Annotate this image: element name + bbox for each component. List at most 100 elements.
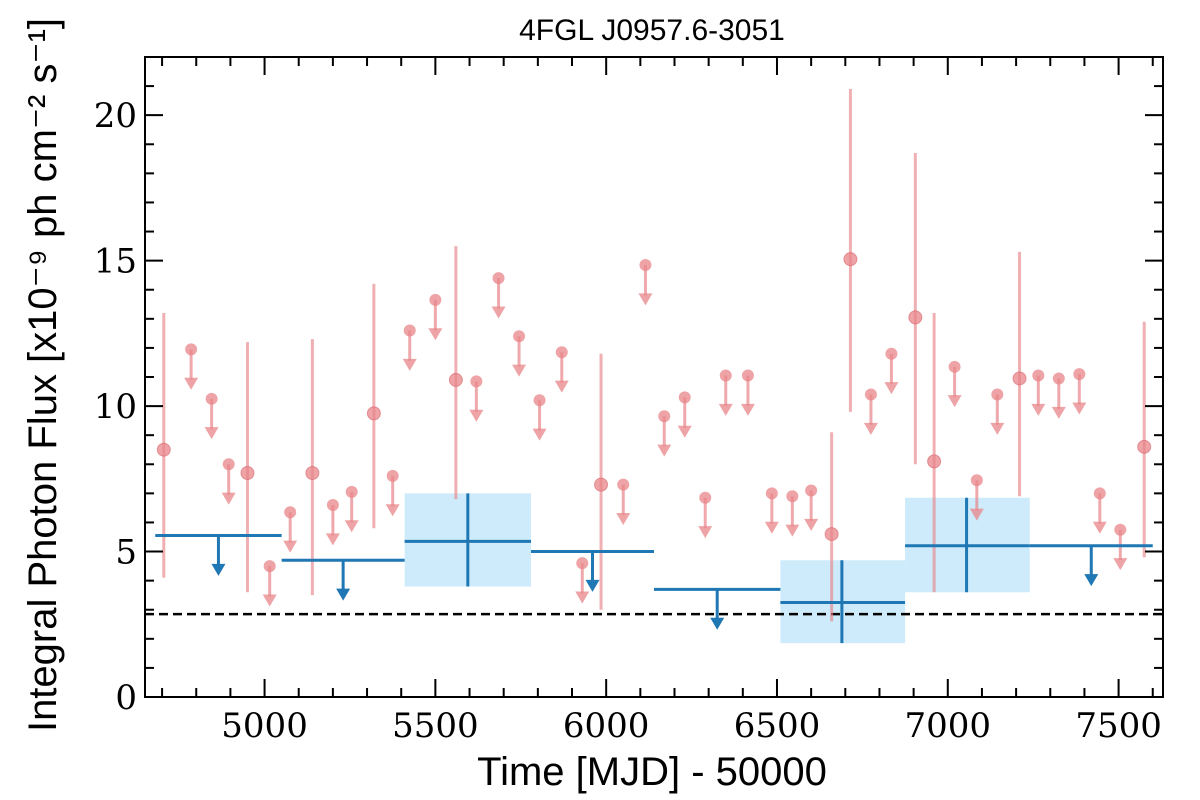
x-tick-label: 6000	[563, 706, 650, 746]
short-bin-point	[843, 252, 858, 267]
short-bin-upper-limit-arrow	[616, 513, 631, 525]
short-bin-upper-limit-marker	[403, 324, 416, 337]
short-bin-upper-limit-marker	[617, 478, 630, 491]
short-bin-upper-limit-arrow	[325, 533, 340, 546]
x-tick-label: 7500	[1075, 706, 1162, 746]
short-bin-upper-limit-arrow	[344, 520, 359, 533]
short-bin-upper-limit-arrow	[469, 409, 484, 422]
short-bin-upper-limit-marker	[658, 410, 671, 423]
short-bin-upper-limit-marker	[991, 388, 1004, 401]
short-bin-upper-limit-marker	[639, 259, 652, 271]
short-bin-upper-limit-arrow	[785, 524, 800, 537]
short-bin-upper-limit-arrow	[677, 425, 692, 438]
short-bin-upper-limit-marker	[284, 506, 297, 519]
long-bin-upper-limit-arrow	[336, 588, 351, 601]
short-bin-upper-limit-marker	[1114, 523, 1127, 536]
y-tick-label: 20	[94, 96, 137, 136]
short-bin-upper-limit-marker	[765, 487, 778, 500]
short-bin-upper-limit-arrow	[764, 521, 779, 534]
short-bin-upper-limit-arrow	[1051, 406, 1066, 419]
short-bin-upper-limit-arrow	[698, 526, 713, 539]
short-bin-upper-limit-marker	[429, 293, 442, 306]
short-bin-upper-limit-marker	[513, 330, 526, 343]
short-bin-point	[594, 477, 609, 492]
short-bin-upper-limit-marker	[326, 499, 339, 511]
short-bin-upper-limit-arrow	[1031, 403, 1046, 416]
short-bin-upper-limit-arrow	[283, 540, 298, 553]
y-axis-title: Integral Photon Flux [x10⁻⁹ ph cm⁻² s⁻¹]	[21, 18, 65, 732]
short-bin-upper-limit-arrow	[385, 504, 400, 517]
short-bin-point	[448, 372, 463, 387]
short-bin-upper-limit-arrow	[491, 306, 506, 319]
short-bin-upper-limit-arrow	[718, 403, 733, 416]
short-bin-upper-limit-marker	[741, 369, 754, 382]
short-bin-upper-limit-arrow	[554, 380, 569, 393]
short-bin-upper-limit-arrow	[990, 422, 1005, 435]
long-bin-upper-limit-arrow	[1084, 574, 1099, 587]
short-bin-upper-limit-marker	[805, 484, 818, 497]
short-bin-upper-limit-marker	[699, 491, 712, 504]
short-bin-point	[1137, 439, 1152, 454]
short-bin-upper-limit-arrow	[262, 594, 277, 607]
short-bin-upper-limit-arrow	[657, 444, 672, 457]
long-bin-upper-limit-arrow	[710, 617, 725, 630]
short-bin-upper-limit-marker	[533, 394, 546, 407]
axes: 5000 5500 6000 6500 7000 7500 0 5 10 15 20	[94, 56, 1164, 746]
short-bin-point	[366, 406, 381, 421]
short-bin-upper-limit-arrow	[532, 428, 547, 441]
short-bin-point	[240, 466, 255, 480]
short-bin-upper-limit-marker	[205, 392, 218, 405]
short-bin-upper-limit-arrow	[1092, 521, 1107, 534]
short-bin-upper-limit-marker	[719, 369, 732, 382]
long-bin-upper-limit-arrow	[585, 579, 600, 592]
short-bin-upper-limit-arrow	[740, 403, 755, 416]
short-bin-upper-limit-arrow	[575, 591, 590, 604]
x-tick-label: 7000	[905, 706, 992, 746]
short-bin-upper-limit-arrow	[184, 377, 199, 390]
short-bin-upper-limit-arrow	[1113, 558, 1128, 571]
short-bin-upper-limit-marker	[1052, 372, 1065, 385]
short-bin-upper-limit-arrow	[969, 508, 984, 521]
short-bin-upper-limit-marker	[1073, 368, 1086, 381]
x-axis-title: Time [MJD] - 50000	[477, 750, 827, 794]
chart-title: 4FGL J0957.6-3051	[519, 14, 785, 47]
short-bin-upper-limit-arrow	[402, 358, 417, 371]
short-bin-upper-limit-marker	[864, 388, 877, 401]
short-bin-upper-limit-arrow	[947, 395, 962, 408]
y-tick-label: 15	[94, 242, 137, 282]
short-bin-upper-limit-arrow	[428, 328, 443, 341]
short-bin-upper-limit-arrow	[221, 492, 236, 505]
y-tick-label: 5	[115, 533, 137, 573]
short-bin-upper-limit-marker	[470, 375, 483, 388]
short-bin-upper-limit-marker	[948, 360, 961, 373]
short-bin-upper-limit-arrow	[863, 422, 878, 435]
y-tick-label: 10	[94, 387, 137, 427]
x-tick-label: 5000	[221, 706, 308, 746]
short-bin-upper-limit-marker	[263, 560, 276, 573]
short-bin-point	[1012, 371, 1027, 386]
short-bin-upper-limit-marker	[555, 346, 568, 359]
short-bin-point	[156, 442, 171, 457]
short-bin-point	[824, 527, 839, 542]
data-layer	[145, 89, 1163, 644]
x-tick-label: 6500	[734, 706, 821, 746]
short-bin-upper-limit-arrow	[884, 382, 899, 395]
short-bin-upper-limit-marker	[386, 469, 399, 482]
short-bin-upper-limit-marker	[185, 343, 198, 356]
short-bin-point	[908, 310, 923, 325]
x-tick-label: 5500	[392, 706, 479, 746]
short-bin-upper-limit-marker	[885, 347, 898, 360]
short-bin-upper-limit-marker	[786, 490, 799, 503]
short-bin-upper-limit-arrow	[204, 427, 219, 440]
short-bin-upper-limit-marker	[222, 458, 235, 471]
short-bin-upper-limit-marker	[678, 391, 691, 404]
short-bin-upper-limit-marker	[1032, 369, 1045, 382]
plot-frame	[144, 56, 1164, 698]
short-bin-upper-limit-arrow	[512, 364, 527, 377]
short-bin-upper-limit-marker	[970, 474, 983, 487]
short-bin-upper-limit-marker	[345, 485, 358, 498]
short-bin-upper-limit-marker	[576, 557, 589, 570]
short-bin-upper-limit-arrow	[638, 293, 653, 306]
y-tick-label: 0	[115, 678, 137, 718]
